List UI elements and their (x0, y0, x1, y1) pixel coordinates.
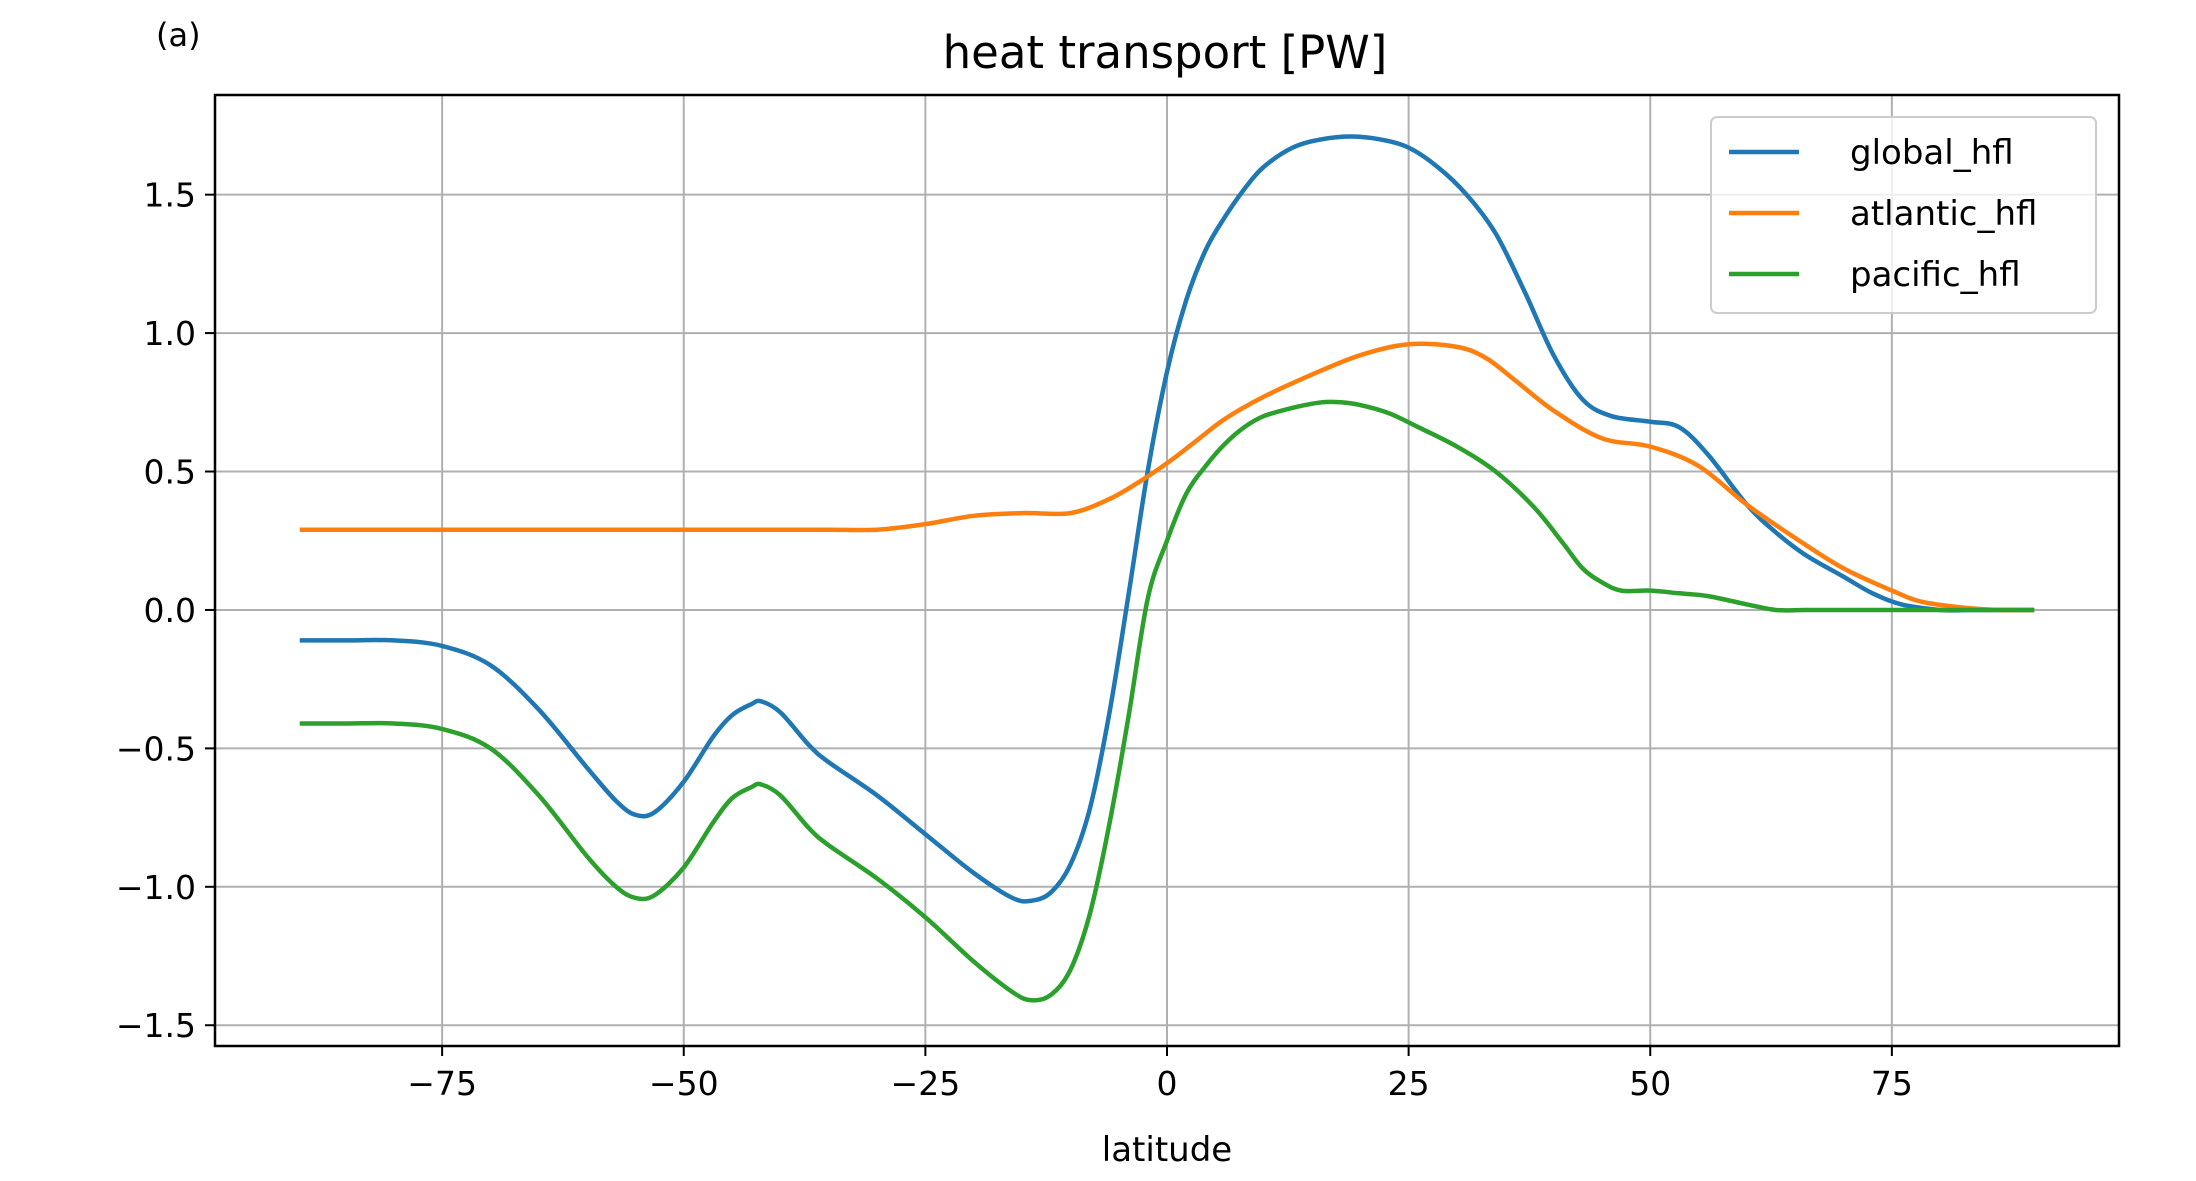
y-axis-ticks: −1.5 −1.0 −0.5 0.0 0.5 1.0 1.5 (116, 176, 215, 1045)
x-tick-label: 75 (1871, 1064, 1913, 1103)
legend: global_hfl atlantic_hfl pacific_hfl (1710, 116, 2097, 314)
x-tick-label: −25 (891, 1064, 961, 1103)
y-tick-label: 0.0 (144, 591, 196, 630)
y-tick-label: −0.5 (116, 729, 196, 768)
y-tick-label: 0.5 (144, 453, 196, 492)
legend-label: global_hfl (1850, 133, 2014, 173)
x-tick-label: 0 (1157, 1064, 1178, 1103)
series-line-atlantic-hfl (299, 341, 2035, 613)
x-tick-label: 25 (1388, 1064, 1430, 1103)
x-tick-label: −50 (649, 1064, 719, 1103)
x-tick-label: 50 (1629, 1064, 1671, 1103)
y-tick-label: −1.5 (116, 1006, 196, 1045)
series-line-global-hfl (299, 134, 2035, 904)
series-line-pacific-hfl (299, 399, 2035, 1003)
x-axis-label: latitude (1102, 1130, 1232, 1170)
legend-box (1710, 116, 2097, 314)
y-tick-label: 1.0 (144, 314, 196, 353)
chart-title: heat transport [PW] (943, 26, 1388, 79)
series-lines (299, 134, 2035, 1003)
legend-label: pacific_hfl (1850, 255, 2021, 295)
x-axis-ticks: −75 −50 −25 0 25 50 75 (407, 1046, 1913, 1103)
y-tick-label: −1.0 (116, 868, 196, 907)
panel-label: (a) (156, 16, 201, 54)
y-tick-label: 1.5 (144, 176, 196, 215)
legend-label: atlantic_hfl (1850, 194, 2037, 234)
x-tick-label: −75 (407, 1064, 477, 1103)
